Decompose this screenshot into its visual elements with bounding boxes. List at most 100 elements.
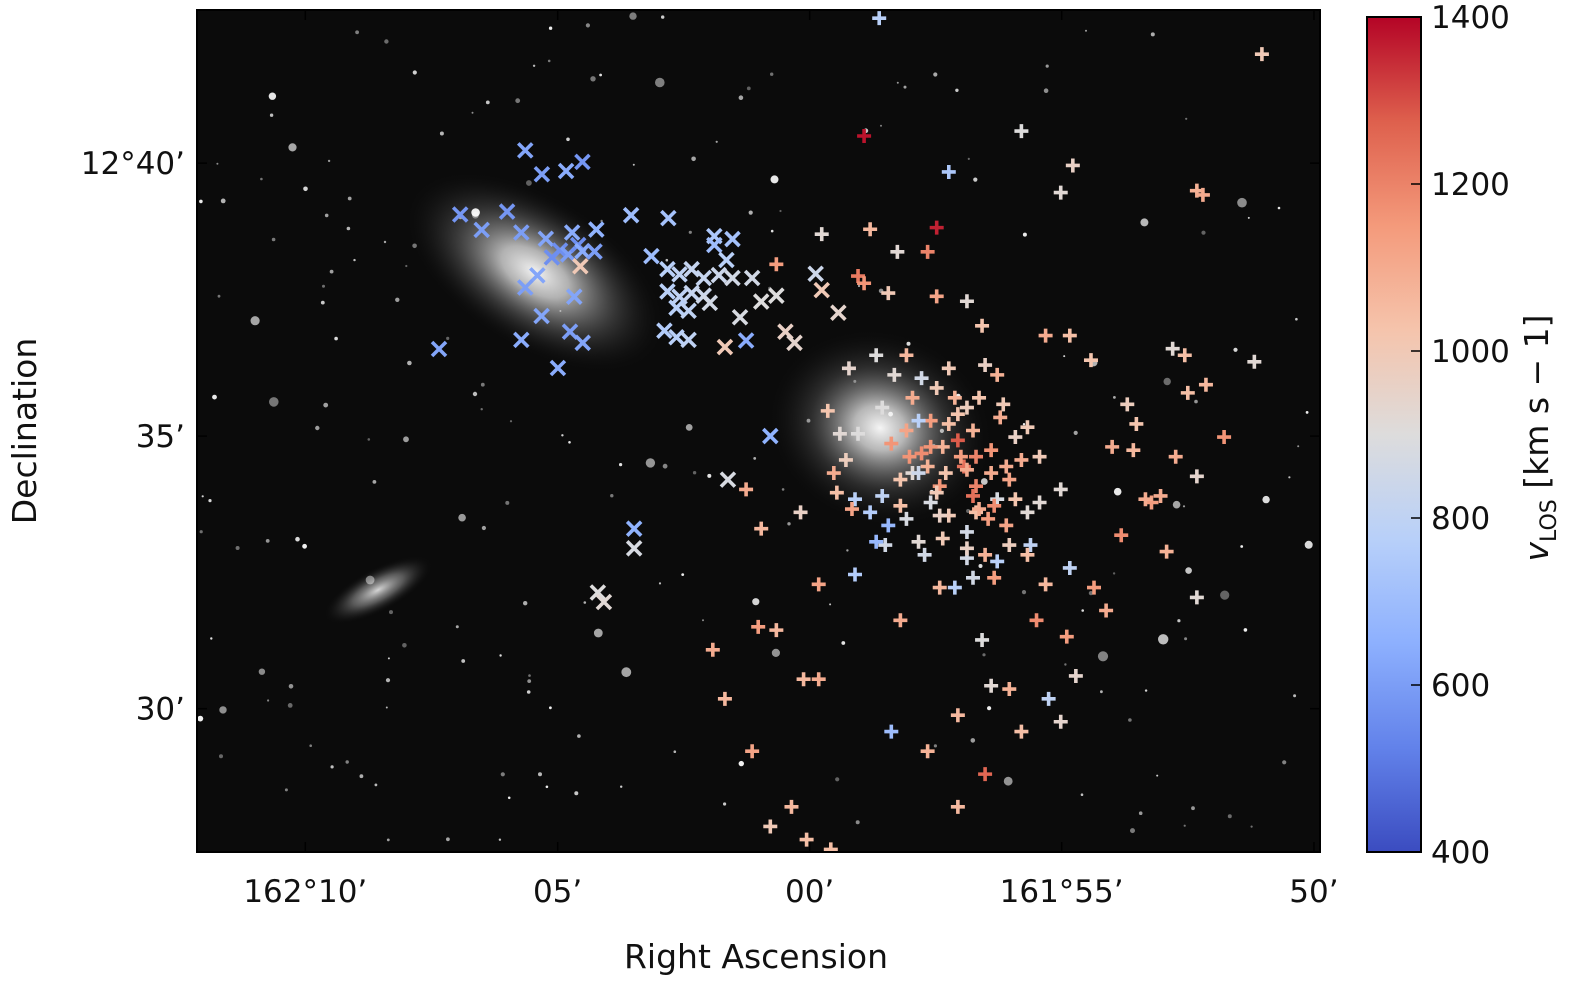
star <box>897 82 899 84</box>
star <box>481 408 483 410</box>
star <box>561 434 563 436</box>
star <box>621 667 631 677</box>
star <box>1098 651 1108 661</box>
colorbar-title: vLOS [km s − 1] <box>1517 314 1562 561</box>
star <box>858 285 860 287</box>
star <box>1194 400 1198 404</box>
colorbar-tick-label: 1400 <box>1431 0 1510 36</box>
star <box>259 669 265 675</box>
star <box>1156 775 1158 777</box>
star <box>402 643 407 648</box>
star <box>770 73 773 76</box>
star <box>360 774 364 778</box>
star <box>1140 218 1148 226</box>
star <box>1262 496 1269 503</box>
star <box>1158 634 1168 644</box>
star <box>331 765 334 768</box>
colorbar-title-units: [km s − 1] <box>1517 314 1556 499</box>
y-tick-label: 12°40’ <box>81 146 185 182</box>
star <box>1183 505 1185 507</box>
star <box>1151 32 1155 36</box>
x-tick-label: 00’ <box>785 874 834 910</box>
star <box>527 679 531 683</box>
star <box>779 210 781 212</box>
star <box>594 629 603 638</box>
star <box>702 619 704 621</box>
star <box>523 601 527 605</box>
star <box>505 501 509 505</box>
star <box>853 380 856 383</box>
star <box>981 478 988 485</box>
star <box>202 495 204 497</box>
star <box>373 480 377 484</box>
star <box>968 158 970 160</box>
star <box>366 576 375 585</box>
star <box>315 426 319 430</box>
star <box>508 797 511 800</box>
star <box>334 337 338 341</box>
colorbar-tick-label: 800 <box>1431 501 1490 537</box>
star <box>1173 501 1181 509</box>
star <box>1113 396 1116 399</box>
star <box>403 436 409 442</box>
star <box>723 802 726 805</box>
star <box>1244 628 1248 632</box>
star <box>1081 609 1084 612</box>
star <box>528 674 531 677</box>
star <box>446 837 450 841</box>
star <box>272 238 276 242</box>
sky-image <box>197 10 1320 852</box>
star <box>1064 663 1066 665</box>
star <box>659 582 661 584</box>
star <box>693 471 696 474</box>
star <box>807 419 811 423</box>
y-tick-label: 35’ <box>136 419 185 455</box>
star <box>1145 689 1147 691</box>
star <box>771 175 779 183</box>
star <box>1100 690 1103 693</box>
star <box>666 259 669 262</box>
star <box>1282 760 1286 764</box>
star <box>707 474 711 478</box>
star <box>691 157 696 162</box>
star <box>210 637 212 639</box>
star <box>1114 488 1122 496</box>
star <box>619 463 622 466</box>
star <box>633 164 635 166</box>
star <box>1228 814 1232 818</box>
star <box>269 397 279 407</box>
star <box>303 187 308 192</box>
star <box>782 488 785 491</box>
star <box>413 70 417 74</box>
star <box>568 441 571 444</box>
star <box>1201 231 1205 235</box>
y-tick-label: 30’ <box>136 692 185 728</box>
star <box>620 786 622 788</box>
star <box>856 820 860 824</box>
star <box>1022 590 1026 594</box>
star <box>384 39 388 43</box>
star <box>199 200 203 204</box>
star <box>260 178 263 181</box>
star <box>481 383 485 387</box>
star <box>646 458 655 467</box>
star <box>1293 694 1296 697</box>
star <box>549 706 552 709</box>
star <box>472 112 474 114</box>
star <box>771 230 774 233</box>
colorbar: 400600800100012001400 vLOS [km s − 1] <box>1367 0 1562 871</box>
star <box>987 706 991 710</box>
star <box>384 241 386 243</box>
star <box>1184 825 1186 827</box>
star <box>1306 411 1309 414</box>
star <box>971 738 976 743</box>
star <box>933 72 937 76</box>
star <box>1297 445 1299 447</box>
star <box>346 760 349 763</box>
star <box>1248 217 1250 219</box>
colorbar-title-symbol: v <box>1517 542 1556 562</box>
colorbar-tick-label: 1000 <box>1431 334 1510 370</box>
colorbar-tick-label: 1200 <box>1431 167 1510 203</box>
star <box>288 703 293 708</box>
star <box>322 285 325 288</box>
